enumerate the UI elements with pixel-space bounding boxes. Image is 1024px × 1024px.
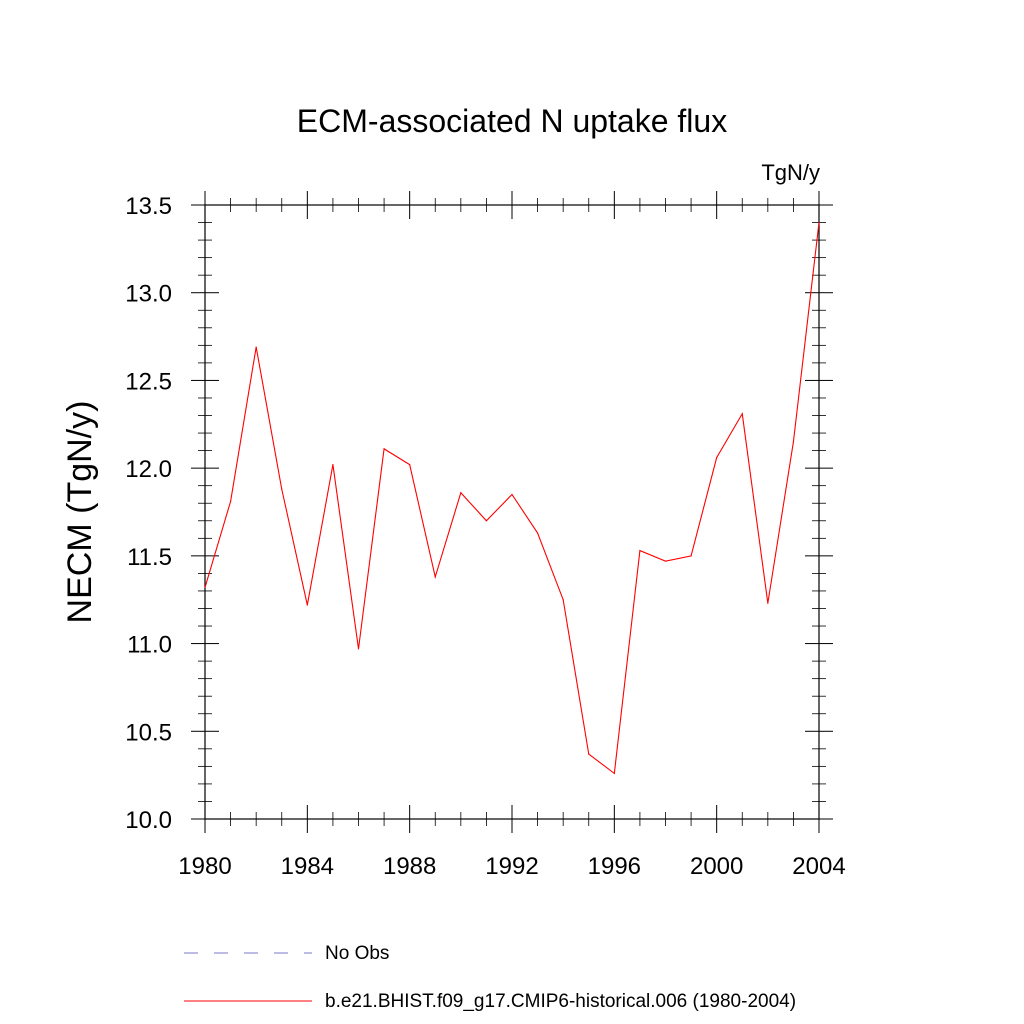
- data-point: [460, 492, 462, 494]
- legend: No Obs b.e21.BHIST.f09_g17.CMIP6-histori…: [184, 943, 796, 1012]
- units-label: TgN/y: [761, 160, 820, 185]
- y-tick-label: 11.0: [127, 632, 172, 659]
- data-point: [639, 549, 641, 552]
- x-tick-label: 1980: [178, 853, 231, 880]
- data-point: [434, 576, 436, 578]
- series-points: [204, 221, 820, 774]
- x-tick-label: 1984: [281, 853, 334, 880]
- data-point: [767, 602, 769, 604]
- x-tick-label: 1988: [383, 853, 436, 880]
- y-tick-label: 12.0: [125, 456, 172, 483]
- y-tick-label: 10.5: [125, 719, 172, 746]
- minor-ticks: [198, 198, 826, 826]
- y-tick-label: 13.0: [125, 281, 172, 308]
- data-point: [485, 520, 488, 522]
- data-point: [536, 532, 539, 534]
- data-point: [716, 457, 718, 459]
- data-point: [818, 221, 820, 224]
- data-point: [204, 586, 206, 589]
- y-tick-label: 13.5: [125, 193, 172, 220]
- data-point: [409, 464, 411, 466]
- y-axis-label: NECM (TgN/y): [61, 401, 99, 624]
- x-tick-label: 2004: [792, 853, 845, 880]
- data-point: [664, 560, 667, 562]
- data-point: [792, 441, 795, 443]
- data-point: [613, 772, 615, 774]
- legend-label-no-obs: No Obs: [325, 943, 389, 964]
- data-point: [357, 648, 360, 650]
- tick-labels: 1980 1984 1988 1992 1996 2000 2004 10.0 10.5 11.0…: [125, 193, 845, 880]
- x-tick-label: 2000: [690, 853, 743, 880]
- series-line: [204, 222, 820, 775]
- data-point: [332, 464, 334, 466]
- x-tick-label: 1996: [588, 853, 641, 880]
- data-point: [511, 493, 513, 496]
- data-point: [690, 555, 692, 557]
- data-point: [281, 488, 283, 490]
- x-tick-label: 1992: [485, 853, 538, 880]
- chart-title: ECM-associated N uptake flux: [297, 103, 727, 139]
- data-point: [255, 346, 257, 348]
- plot-frame: [204, 204, 820, 820]
- data-point: [741, 413, 743, 415]
- y-tick-label: 10.0: [125, 807, 172, 834]
- data-point: [562, 599, 564, 601]
- y-tick-label: 12.5: [125, 368, 172, 395]
- data-point: [229, 500, 232, 503]
- data-point: [383, 448, 385, 450]
- legend-label-historical: b.e21.BHIST.f09_g17.CMIP6-historical.006…: [325, 991, 796, 1012]
- data-point: [588, 753, 590, 755]
- data-point: [306, 604, 308, 606]
- y-tick-label: 11.5: [127, 544, 172, 571]
